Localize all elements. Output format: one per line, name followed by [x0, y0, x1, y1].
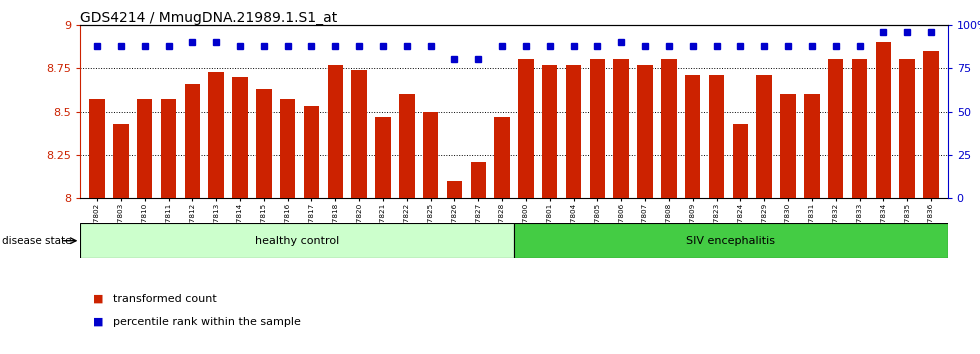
Bar — [613, 59, 629, 198]
Bar — [256, 89, 271, 198]
Text: GDS4214 / MmugDNA.21989.1.S1_at: GDS4214 / MmugDNA.21989.1.S1_at — [80, 11, 337, 25]
Bar — [80, 223, 514, 258]
Bar — [113, 124, 128, 198]
Bar — [709, 75, 724, 198]
Bar — [757, 75, 772, 198]
Text: healthy control: healthy control — [255, 236, 339, 246]
Bar — [590, 59, 605, 198]
Bar — [209, 72, 223, 198]
Bar — [304, 106, 319, 198]
Bar — [685, 75, 701, 198]
Bar — [518, 59, 534, 198]
Bar — [161, 99, 176, 198]
Bar — [514, 223, 948, 258]
Bar — [375, 117, 391, 198]
Bar — [733, 124, 748, 198]
Bar — [137, 99, 153, 198]
Text: ■: ■ — [93, 317, 104, 327]
Bar — [470, 162, 486, 198]
Text: percentile rank within the sample: percentile rank within the sample — [113, 317, 301, 327]
Bar — [780, 94, 796, 198]
Bar — [565, 65, 581, 198]
Text: ■: ■ — [93, 294, 104, 304]
Bar — [352, 70, 367, 198]
Bar — [89, 99, 105, 198]
Bar — [327, 65, 343, 198]
Bar — [423, 112, 438, 198]
Bar — [280, 99, 295, 198]
Bar — [184, 84, 200, 198]
Bar — [447, 181, 463, 198]
Bar — [828, 59, 844, 198]
Text: SIV encephalitis: SIV encephalitis — [686, 236, 775, 246]
Bar — [875, 42, 891, 198]
Bar — [805, 94, 819, 198]
Bar — [399, 94, 415, 198]
Bar — [923, 51, 939, 198]
Bar — [900, 59, 915, 198]
Bar — [542, 65, 558, 198]
Bar — [662, 59, 676, 198]
Bar — [637, 65, 653, 198]
Text: transformed count: transformed count — [113, 294, 217, 304]
Text: disease state: disease state — [2, 236, 72, 246]
Bar — [852, 59, 867, 198]
Bar — [232, 77, 248, 198]
Bar — [494, 117, 510, 198]
